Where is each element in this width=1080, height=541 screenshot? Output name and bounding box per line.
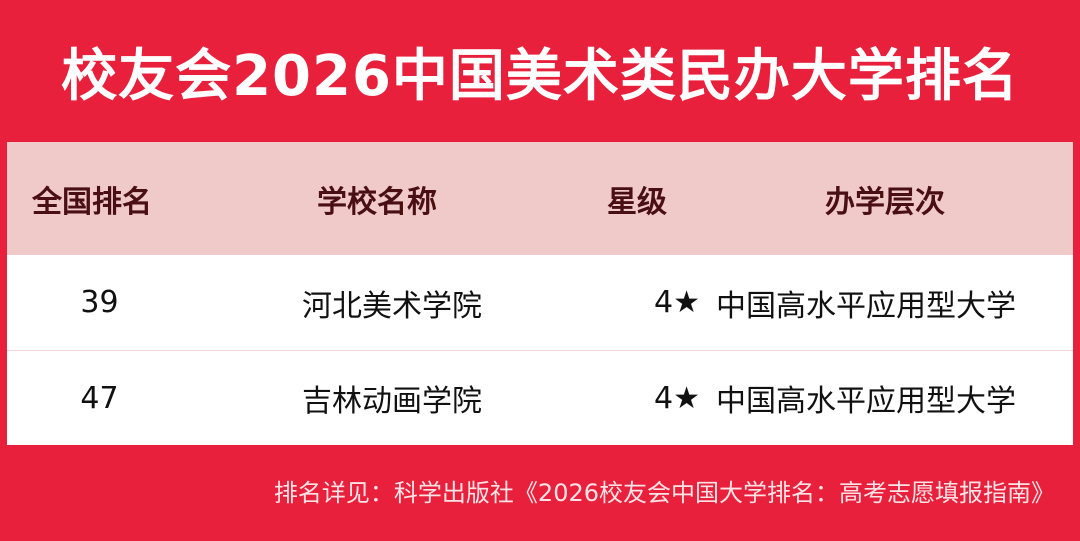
school-name-cell: 河北美术学院 — [302, 288, 482, 324]
ranking-table: 全国排名 学校名称 星级 办学层次 39 河北美术学院 4★ 中国高水平应用型大… — [7, 142, 1073, 445]
header-level: 办学层次 — [825, 184, 945, 220]
stars-cell: 4★ — [654, 380, 700, 416]
level-cell: 中国高水平应用型大学 — [716, 288, 1016, 324]
school-name-cell: 吉林动画学院 — [302, 384, 482, 419]
table-row: 47 吉林动画学院 4★ 中国高水平应用型大学 — [7, 350, 1073, 445]
header-rank: 全国排名 — [32, 184, 152, 220]
source-note: 排名详见：科学出版社《2026校友会中国大学排名：高考志愿填报指南》 — [273, 479, 1055, 507]
table-header: 全国排名 学校名称 星级 办学层次 — [7, 142, 1073, 255]
page-title: 校友会2026中国美术类民办大学排名 — [61, 43, 1019, 109]
header-school-name: 学校名称 — [317, 184, 437, 220]
rank-cell: 47 — [80, 380, 119, 416]
table-row: 39 河北美术学院 4★ 中国高水平应用型大学 — [7, 255, 1073, 350]
header-stars: 星级 — [607, 184, 667, 220]
stars-cell: 4★ — [654, 285, 700, 320]
level-cell: 中国高水平应用型大学 — [716, 384, 1016, 419]
rank-cell: 39 — [80, 285, 119, 320]
